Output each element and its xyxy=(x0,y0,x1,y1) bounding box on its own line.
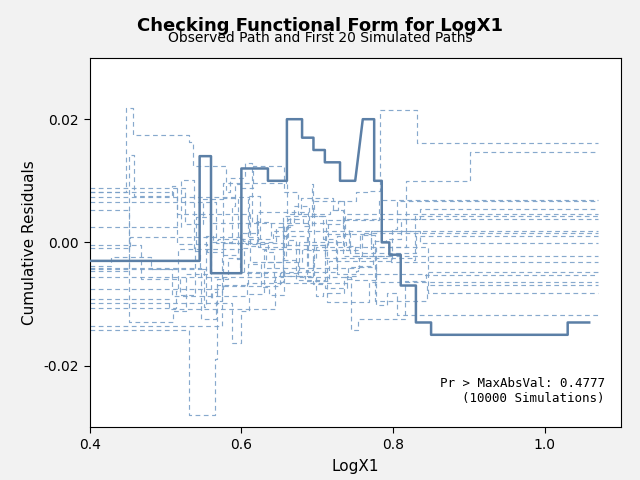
Text: Checking Functional Form for LogX1: Checking Functional Form for LogX1 xyxy=(137,17,503,35)
Y-axis label: Cumulative Residuals: Cumulative Residuals xyxy=(22,160,36,325)
Text: Observed Path and First 20 Simulated Paths: Observed Path and First 20 Simulated Pat… xyxy=(168,31,472,45)
Text: Pr > MaxAbsVal: 0.4777
(10000 Simulations): Pr > MaxAbsVal: 0.4777 (10000 Simulation… xyxy=(440,377,605,405)
X-axis label: LogX1: LogX1 xyxy=(332,458,379,474)
